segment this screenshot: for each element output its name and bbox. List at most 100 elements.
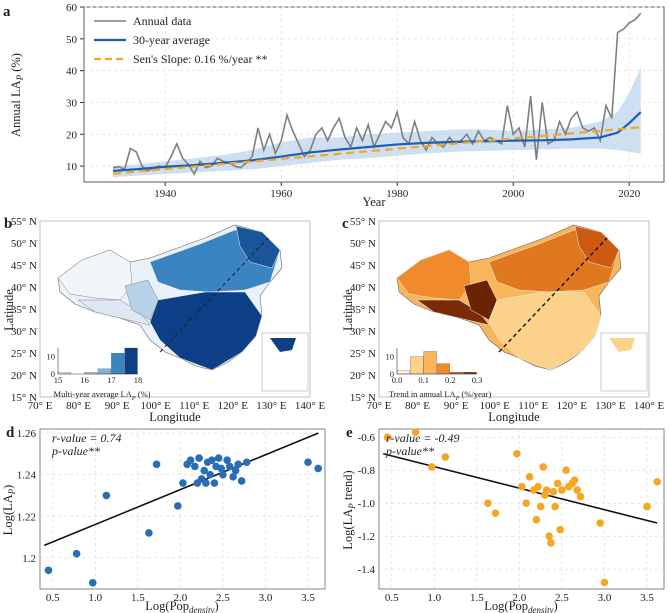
y-tick-label: 15° N: [11, 392, 37, 404]
histogram-bar: [423, 351, 437, 375]
y-tick-label: 35° N: [11, 304, 37, 316]
panel-c-x-label: Longitude: [488, 410, 540, 424]
panel-e-y-label: Log(LAP trend): [341, 470, 357, 549]
scatter-point: [217, 464, 226, 473]
x-tick-label: 2020: [618, 188, 641, 200]
panel-a-y-label: Annual LAP (%): [9, 53, 25, 137]
scatter-point: [179, 479, 187, 487]
y-tick-label: 55° N: [350, 216, 376, 228]
x-tick-label: 70° E: [367, 400, 392, 412]
legend-slope-label: Sen's Slope: 0.16 %/year **: [133, 52, 267, 66]
scatter-point: [411, 428, 420, 437]
scatter-point: [553, 479, 562, 488]
x-tick-label: 90° E: [444, 400, 469, 412]
panel-a-x-ticks: 1940 1960 1980 2000 2020: [154, 182, 641, 200]
hu-line-b: [159, 237, 269, 353]
legend-average-label: 30-year average: [133, 33, 210, 47]
y-tick-label: 40° N: [11, 282, 37, 294]
x-tick-label: 0.5: [385, 592, 399, 604]
panel-label-c: c: [342, 216, 349, 232]
x-tick-label: 80° E: [66, 400, 91, 412]
hist-y-tick-label: 0: [390, 369, 394, 379]
scatter-point: [102, 491, 111, 500]
panel-a-legend: Annual data 30-year average Sen's Slope:…: [94, 14, 267, 66]
scatter-point: [596, 519, 604, 527]
scatter-point: [600, 578, 609, 587]
y-tick-label: 40° N: [350, 282, 376, 294]
histogram-bar: [111, 353, 125, 375]
scatter-point: [225, 462, 234, 471]
y-tick-label: -1.2: [358, 531, 375, 543]
scatter-point: [208, 456, 216, 464]
y-tick-label: -1.0: [358, 498, 376, 510]
scatter-point: [72, 549, 81, 558]
x-tick-label: 110° E: [518, 400, 548, 412]
panel-b-inset-histogram: 0 10 15 16 17 18 Multi-year average LAP (%): [44, 340, 151, 402]
panel-d-scatter: 0.5 1.0 1.5 2.0 2.5 3.0 3.5 1.2 1.22 1.24 1.26 r-…: [1, 428, 326, 613]
x-tick-label: 100° E: [480, 400, 511, 412]
scatter-point: [573, 486, 582, 494]
scatter-point: [539, 463, 547, 471]
x-tick-label: 100° E: [141, 400, 172, 412]
histogram-bar: [410, 356, 424, 375]
hist-x-tick-label: 17: [107, 375, 116, 385]
x-tick-label: 2.5: [555, 592, 569, 604]
panel-b-y-label: Latitude: [2, 289, 16, 331]
scatter-point: [427, 463, 436, 471]
x-tick-label: 130° E: [256, 400, 287, 412]
scatter-points-d: [44, 454, 322, 587]
scatter-point: [549, 487, 558, 496]
scatter-point: [219, 470, 227, 479]
panel-c-y-ticks: 15° N 20° N 25° N 30° N 35° N 40° N 45° N 50° N…: [350, 216, 376, 404]
y-tick-label: 60: [66, 2, 78, 14]
hist-x-tick-label: 15: [54, 375, 63, 385]
y-tick-label: 20° N: [11, 370, 37, 382]
scatter-point: [441, 453, 450, 461]
panel-label-e: e: [346, 425, 353, 441]
hist-y-tick-label: 0: [51, 369, 55, 379]
panel-a-y-ticks: 10 20 30 40 50 60: [66, 2, 84, 173]
south-region-c: [488, 291, 602, 371]
south-region-b: [149, 291, 263, 371]
y-tick-label: 20° N: [350, 370, 376, 382]
scatter-point: [237, 477, 246, 485]
panel-c-x-ticks: 70° E 80° E 90° E 100° E 110° E 120° E 130° E 1…: [367, 400, 665, 412]
y-tick-label: -1.4: [358, 564, 376, 576]
x-tick-label: 1980: [386, 188, 409, 200]
scatter-point: [242, 458, 251, 467]
scatter-point: [186, 456, 195, 464]
x-tick-label: 0.5: [46, 592, 60, 604]
y-tick-label: 35° N: [350, 304, 376, 316]
y-tick-label: 30° N: [11, 326, 37, 338]
panel-b-y-ticks: 15° N 20° N 25° N 30° N 35° N 40° N 45° N 50° N…: [11, 216, 37, 404]
panel-label-a: a: [3, 4, 11, 20]
x-tick-label: 110° E: [179, 400, 209, 412]
x-tick-label: 2.0: [512, 592, 526, 604]
scatter-point: [200, 466, 208, 475]
y-tick-label: 40: [66, 66, 78, 78]
scatter-point: [653, 477, 661, 486]
scatter-point: [545, 532, 553, 541]
30-year-average-line: [112, 111, 642, 172]
scatter-point: [152, 460, 161, 469]
scatter-point: [643, 502, 651, 511]
scatter-point: [234, 460, 243, 469]
panel-b-china-map: [57, 224, 309, 392]
y-tick-label: -0.6: [358, 432, 376, 444]
y-tick-label: 30: [66, 97, 78, 109]
scatter-point: [214, 454, 223, 462]
scatter-point: [145, 529, 153, 537]
panel-c-map: 0 10 0.0 0.1 0.2 0.3 Trend in annual LAP (%/…: [341, 216, 664, 424]
y-tick-label: 30° N: [350, 326, 376, 338]
x-tick-label: 3.0: [598, 592, 612, 604]
histogram-bar: [97, 368, 111, 375]
x-tick-label: 2.5: [216, 592, 230, 604]
x-tick-label: 1.5: [131, 592, 145, 604]
hist-x-tick-label: 0.1: [418, 375, 429, 385]
scatter-point: [195, 454, 203, 462]
scatter-point: [534, 482, 542, 491]
scatter-point: [491, 509, 500, 517]
y-tick-label: -0.8: [358, 465, 376, 477]
scatter-point: [314, 464, 322, 473]
